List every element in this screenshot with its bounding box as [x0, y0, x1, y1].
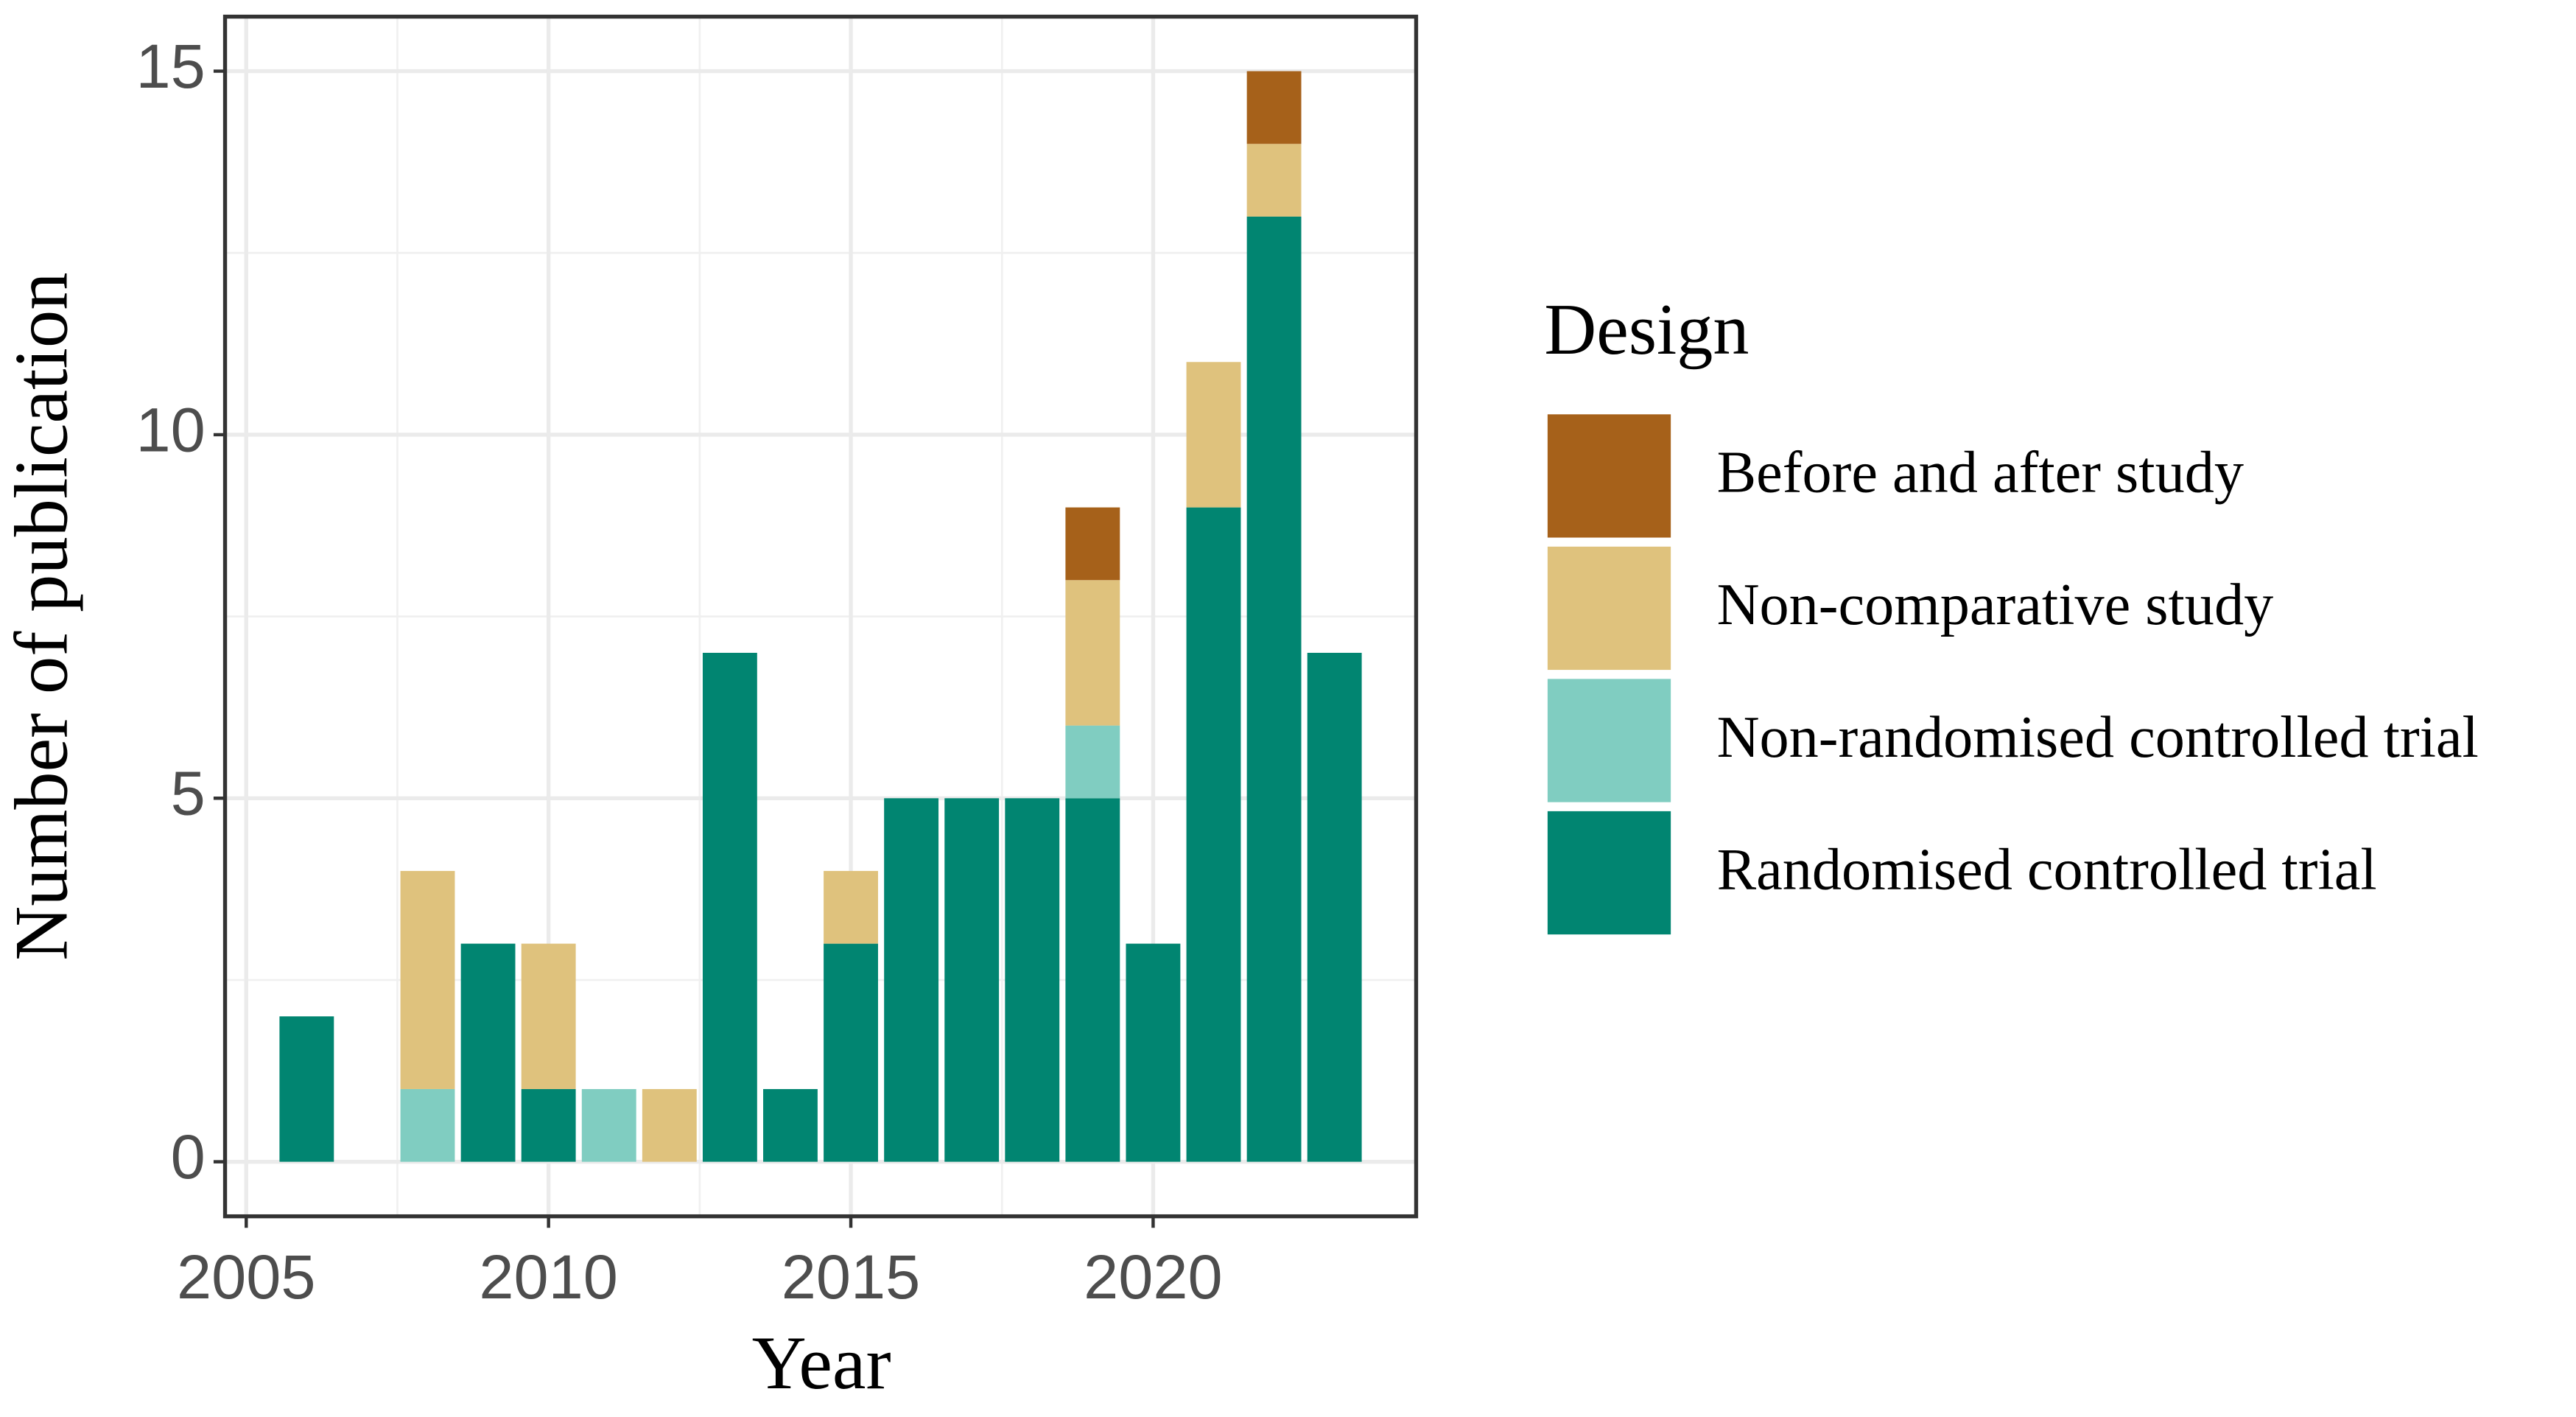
bar-segment — [1246, 216, 1302, 1162]
legend-swatch — [1547, 679, 1671, 802]
y-tick-label: 5 — [171, 758, 206, 828]
bar-segment — [1246, 144, 1302, 217]
bar-segment — [279, 1016, 334, 1162]
bar-segment — [1246, 71, 1302, 144]
legend-label: Non-randomised controlled trial — [1717, 704, 2479, 770]
bar-segment — [581, 1088, 636, 1162]
bar-segment — [1065, 725, 1120, 799]
legend-swatch — [1547, 414, 1671, 538]
bar-segment — [400, 1088, 455, 1162]
x-axis-title: Year — [752, 1322, 891, 1405]
x-tick-label: 2005 — [177, 1242, 316, 1312]
bar-segment — [460, 943, 516, 1162]
bar-segment — [702, 652, 757, 1162]
bar-segment — [1065, 580, 1120, 726]
bar-segment — [944, 798, 1000, 1162]
legend-label: Randomised controlled trial — [1717, 836, 2377, 902]
bar-segment — [1307, 652, 1362, 1162]
bar-segment — [521, 1088, 576, 1162]
bar-segment — [1126, 943, 1181, 1162]
bar-segment — [763, 1088, 818, 1162]
legend-title: Design — [1544, 290, 1749, 370]
legend-label: Before and after study — [1717, 440, 2244, 505]
bar-segment — [824, 870, 878, 944]
legend-swatch — [1547, 546, 1671, 671]
x-tick-label: 2010 — [479, 1242, 618, 1312]
x-tick-label: 2015 — [782, 1242, 921, 1312]
bar-segment — [1005, 798, 1060, 1162]
bar-segment — [1065, 798, 1120, 1162]
bar-segment — [884, 798, 939, 1162]
y-tick-label: 10 — [136, 394, 206, 464]
legend-swatch — [1547, 811, 1671, 935]
y-axis-title: Number of publication — [0, 272, 83, 960]
bar-segment — [400, 870, 455, 1089]
x-tick-label: 2020 — [1084, 1242, 1223, 1312]
bar-segment — [824, 943, 878, 1162]
bar-segment — [642, 1088, 697, 1162]
bar-segment — [1186, 507, 1241, 1162]
bar-segment — [1065, 507, 1120, 581]
bar-segment — [521, 943, 576, 1089]
y-tick-label: 15 — [136, 31, 206, 101]
y-tick-label: 0 — [171, 1122, 206, 1192]
legend-label: Non-comparative study — [1717, 572, 2274, 637]
bar-segment — [1186, 362, 1241, 508]
plot-border — [222, 14, 1419, 1219]
